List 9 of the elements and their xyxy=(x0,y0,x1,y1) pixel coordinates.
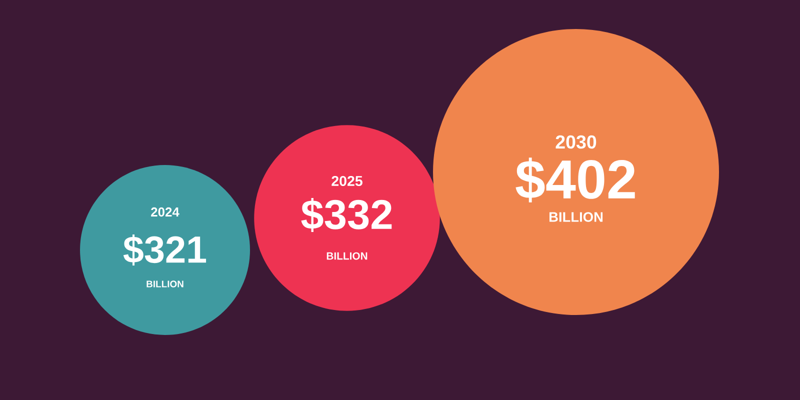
text: BILLION xyxy=(146,280,184,288)
text: BILLION xyxy=(549,212,603,222)
category-label: 2024 xyxy=(151,207,180,217)
data-label: $332 xyxy=(301,198,392,232)
category-label: 2030 xyxy=(556,135,596,149)
data-label: $321 xyxy=(123,234,206,266)
text: BILLION xyxy=(326,252,368,260)
data-label: $402 xyxy=(516,158,635,202)
category-label: 2025 xyxy=(332,176,362,186)
